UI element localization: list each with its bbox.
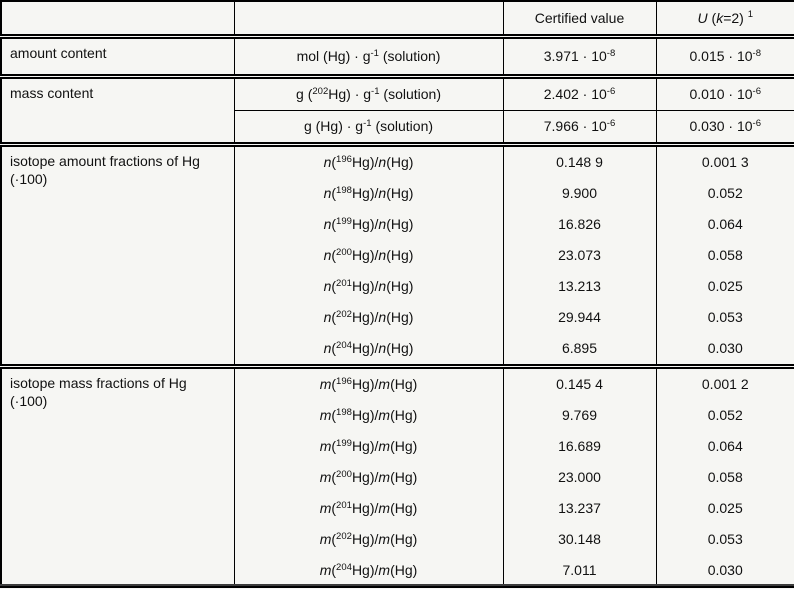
unit-cell: n(201Hg)/n(Hg) <box>233 271 503 302</box>
uncertainty-cell: 0.001 2 <box>655 364 794 400</box>
value-cell: 23.073 <box>502 240 656 271</box>
value-cell: 7.966 · 10-6 <box>502 110 656 145</box>
value-cell: 29.944 <box>502 302 656 333</box>
unit-cell: n(198Hg)/n(Hg) <box>233 178 503 209</box>
unit-cell: mol (Hg) · g-1 (solution) <box>233 34 503 77</box>
header-quantity-cell <box>0 1 234 37</box>
table-row: n(199Hg)/n(Hg) 16.826 0.064 <box>1 209 794 240</box>
unit-cell: m(202Hg)/m(Hg) <box>233 524 503 555</box>
table-row: isotope amount fractions of Hg (·100) n(1… <box>0 142 794 367</box>
uncertainty-cell: 0.052 <box>655 400 794 431</box>
table-row: m(204Hg)/m(Hg) 7.011 0.030 <box>1 555 794 589</box>
uncertainty-cell: 0.025 <box>655 493 794 524</box>
table-row: m(202Hg)/m(Hg) 30.148 0.053 <box>1 524 794 555</box>
value-cell: 9.900 <box>502 178 656 209</box>
value-cell: 9.769 <box>502 400 656 431</box>
unit-cell: n(204Hg)/n(Hg) <box>233 333 503 367</box>
unit-cell: m(199Hg)/m(Hg) <box>233 431 503 462</box>
table-row: g (Hg) · g-1 (solution) 7.966 · 10-6 0.030… <box>1 110 794 145</box>
table-row: m(200Hg)/m(Hg) 23.000 0.058 <box>1 462 794 493</box>
unit-cell: n(199Hg)/n(Hg) <box>233 209 503 240</box>
unit-cell: m(204Hg)/m(Hg) <box>233 555 503 589</box>
value-cell: 6.895 <box>502 333 656 367</box>
uncertainty-cell: 0.064 <box>655 431 794 462</box>
table-row: m(198Hg)/m(Hg) 9.769 0.052 <box>1 400 794 431</box>
table-row: n(201Hg)/n(Hg) 13.213 0.025 <box>1 271 794 302</box>
unit-cell: n(196Hg)/n(Hg) <box>233 142 503 178</box>
uncertainty-cell: 0.025 <box>655 271 794 302</box>
page-bottom-rule <box>0 584 794 586</box>
table-row: mass content g (202Hg) · g-1 (solution) 2.… <box>0 74 794 145</box>
header-uncertainty: U (k=2) 1 <box>655 1 794 37</box>
uncertainty-cell: 0.052 <box>655 178 794 209</box>
value-cell: 3.971 · 10-8 <box>502 34 656 77</box>
table-row: n(202Hg)/n(Hg) 29.944 0.053 <box>1 302 794 333</box>
table-row: n(198Hg)/n(Hg) 9.900 0.052 <box>1 178 794 209</box>
unit-cell: g (Hg) · g-1 (solution) <box>233 110 503 145</box>
unit-cell: m(198Hg)/m(Hg) <box>233 400 503 431</box>
value-cell: 30.148 <box>502 524 656 555</box>
value-cell: 0.145 4 <box>502 364 656 400</box>
table-row: m(199Hg)/m(Hg) 16.689 0.064 <box>1 431 794 462</box>
row-label: isotope mass fractions of Hg (·100) <box>0 364 234 589</box>
value-cell: 16.826 <box>502 209 656 240</box>
row-label: amount content <box>0 34 234 77</box>
unit-cell: n(202Hg)/n(Hg) <box>233 302 503 333</box>
unit-cell: m(201Hg)/m(Hg) <box>233 493 503 524</box>
uncertainty-cell: 0.030 <box>655 555 794 589</box>
row-label: isotope amount fractions of Hg (·100) <box>0 142 234 367</box>
value-cell: 13.213 <box>502 271 656 302</box>
uncertainty-cell: 0.053 <box>655 524 794 555</box>
value-cell: 13.237 <box>502 493 656 524</box>
unit-cell: m(196Hg)/m(Hg) <box>233 364 503 400</box>
uncertainty-cell: 0.015 · 10-8 <box>655 34 794 77</box>
value-cell: 16.689 <box>502 431 656 462</box>
value-cell: 7.011 <box>502 555 656 589</box>
header-row: Certified value U (k=2) 1 <box>0 1 794 37</box>
header-unit-cell <box>233 1 503 37</box>
uncertainty-cell: 0.058 <box>655 462 794 493</box>
table-row: n(204Hg)/n(Hg) 6.895 0.030 <box>1 333 794 367</box>
table-row: isotope mass fractions of Hg (·100) m(196… <box>0 364 794 589</box>
uncertainty-cell: 0.010 · 10-6 <box>655 74 794 111</box>
value-cell: 23.000 <box>502 462 656 493</box>
uncertainty-cell: 0.053 <box>655 302 794 333</box>
header-certified-value: Certified value <box>502 1 656 37</box>
uncertainty-cell: 0.001 3 <box>655 142 794 178</box>
table-row: amount content mol (Hg) · g-1 (solution) 3… <box>0 34 794 77</box>
unit-cell: g (202Hg) · g-1 (solution) <box>233 74 503 111</box>
row-label: mass content <box>0 74 234 145</box>
uncertainty-cell: 0.064 <box>655 209 794 240</box>
uncertainty-cell: 0.030 <box>655 333 794 367</box>
table-row: m(201Hg)/m(Hg) 13.237 0.025 <box>1 493 794 524</box>
uncertainty-cell: 0.030 · 10-6 <box>655 110 794 145</box>
uncertainty-cell: 0.058 <box>655 240 794 271</box>
table-row: n(200Hg)/n(Hg) 23.073 0.058 <box>1 240 794 271</box>
value-cell: 2.402 · 10-6 <box>502 74 656 111</box>
value-cell: 0.148 9 <box>502 142 656 178</box>
unit-cell: m(200Hg)/m(Hg) <box>233 462 503 493</box>
unit-cell: n(200Hg)/n(Hg) <box>233 240 503 271</box>
